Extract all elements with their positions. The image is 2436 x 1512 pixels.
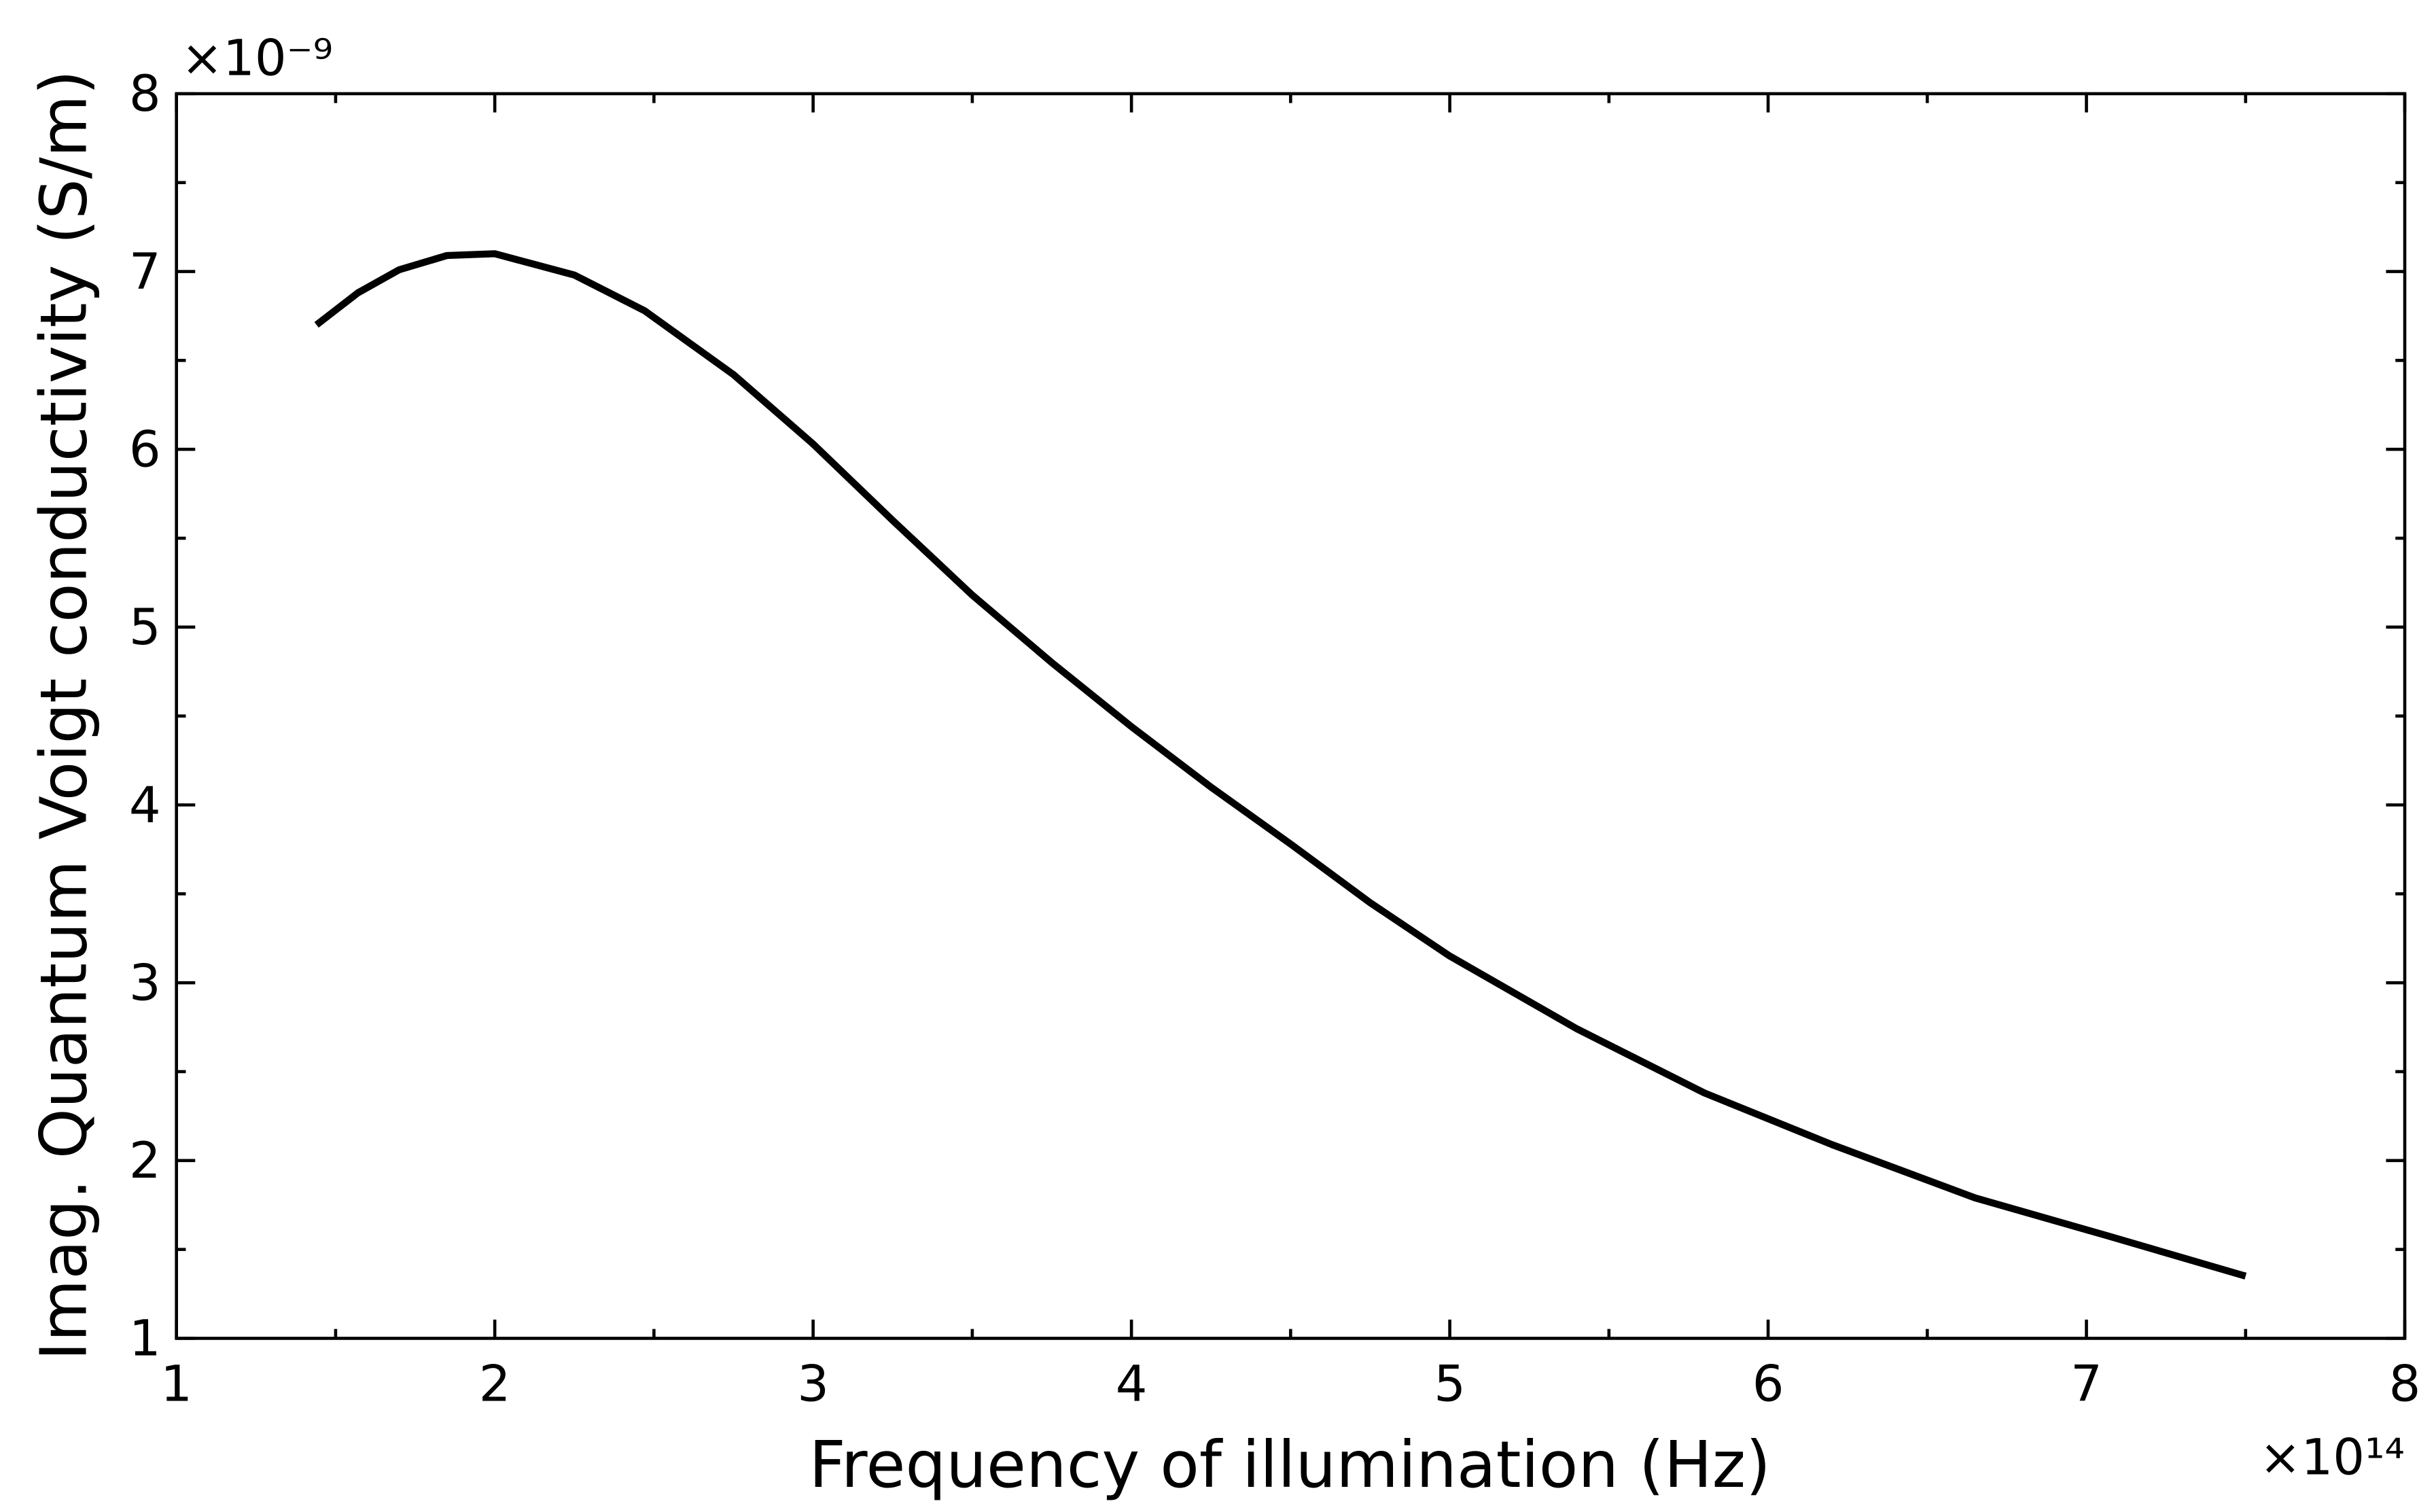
x-tick-label: 5 [1434, 1355, 1466, 1413]
x-multiplier: ×10¹⁴ [2259, 1428, 2405, 1486]
y-tick-label: 2 [129, 1132, 161, 1190]
x-tick-label: 8 [2389, 1355, 2421, 1413]
x-tick-label: 4 [1116, 1355, 1148, 1413]
x-tick-label: 3 [797, 1355, 829, 1413]
y-tick-label: 4 [129, 777, 161, 834]
data-line [314, 250, 2247, 1280]
y-tick-label: 7 [129, 243, 161, 301]
y-tick-label: 3 [129, 954, 161, 1012]
y-multiplier: ×10⁻⁹ [181, 29, 333, 87]
x-axis-label: Frequency of illumination (Hz) [809, 1428, 1771, 1502]
x-tick-label: 1 [160, 1355, 192, 1413]
x-tick-label: 6 [1752, 1355, 1784, 1413]
y-tick-label: 1 [129, 1310, 161, 1368]
x-tick-label: 7 [2070, 1355, 2102, 1413]
y-tick-label: 6 [129, 421, 161, 478]
y-axis-label: Imag. Quantum Voigt conductivity (S/m) [27, 70, 101, 1360]
y-tick-label: 8 [129, 65, 161, 123]
x-tick-label: 2 [479, 1355, 511, 1413]
plot-frame [175, 92, 2407, 1340]
y-tick-label: 5 [129, 599, 161, 656]
